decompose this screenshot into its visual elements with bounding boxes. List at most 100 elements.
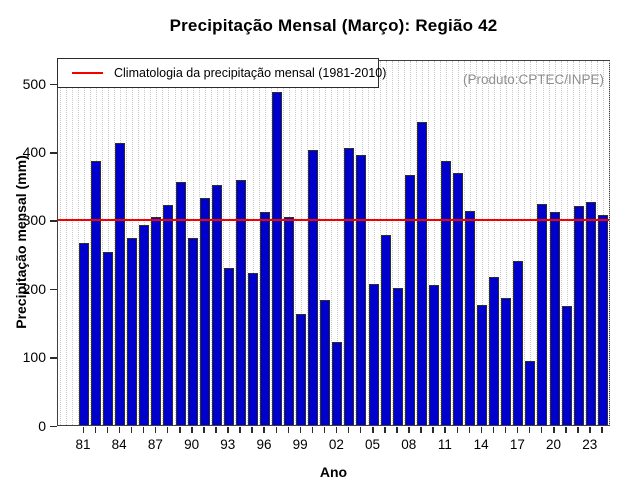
x-tick-mark [444, 427, 446, 433]
vertical-gridline [506, 61, 508, 425]
vertical-gridline [548, 61, 550, 425]
vertical-gridline [488, 61, 490, 425]
vertical-gridline [162, 61, 164, 425]
y-tick-label: 100 [22, 349, 46, 366]
x-tick-mark [275, 427, 278, 433]
bar-2024 [597, 214, 608, 425]
vertical-gridline [530, 61, 532, 425]
x-tick-mark [396, 427, 398, 433]
x-tick-mark [408, 427, 410, 433]
bar-1992 [211, 185, 222, 425]
x-tick-mark [203, 427, 205, 433]
vertical-gridline [397, 61, 399, 425]
vertical-gridline [331, 61, 333, 425]
x-tick-mark [504, 427, 507, 433]
bar-2002 [332, 342, 343, 425]
bar-1984 [115, 142, 126, 425]
bar-2017 [513, 260, 524, 425]
bar-1998 [284, 216, 295, 425]
bar-1995 [247, 273, 258, 425]
bar-2021 [561, 306, 572, 425]
vertical-gridline [307, 61, 309, 425]
x-tick-label: 84 [111, 437, 127, 452]
x-tick-mark [166, 427, 169, 433]
vertical-gridline [415, 61, 417, 425]
bar-1983 [103, 252, 114, 425]
x-tick-label: 87 [147, 437, 163, 452]
legend-box: Climatologia da precipitação mensal (198… [57, 58, 386, 88]
bar-2023 [585, 202, 596, 425]
x-tick-mark [468, 427, 471, 433]
vertical-gridline [367, 61, 369, 425]
vertical-gridline [608, 61, 610, 425]
x-tick-label: 96 [256, 437, 272, 452]
bar-1994 [235, 180, 246, 425]
y-tick-label: 200 [22, 280, 46, 297]
vertical-gridline [433, 61, 435, 425]
vertical-gridline [150, 61, 152, 425]
vertical-gridline [234, 61, 236, 425]
x-tick-label: 20 [546, 437, 562, 452]
vertical-gridline [319, 61, 321, 425]
legend-line-swatch [72, 71, 103, 75]
x-tick-mark [142, 427, 145, 433]
x-tick-mark [335, 427, 338, 433]
x-tick-mark [311, 427, 314, 433]
y-tick-label: 500 [22, 75, 46, 92]
vertical-gridline [271, 61, 273, 425]
bar-2004 [356, 155, 367, 425]
vertical-gridline [427, 61, 429, 425]
vertical-gridline [452, 61, 453, 425]
x-tick-mark [516, 427, 519, 433]
vertical-gridline [482, 61, 484, 425]
chart-title: Precipitação Mensal (Março): Região 42 [169, 16, 498, 35]
vertical-gridline [524, 61, 526, 425]
x-tick-mark [82, 427, 84, 433]
vertical-gridline [439, 61, 441, 425]
bar-1987 [151, 217, 162, 425]
vertical-gridline [596, 61, 598, 425]
x-tick-label: 02 [328, 437, 344, 452]
x-tick-mark [179, 427, 181, 433]
x-axis-title: Ano [319, 464, 348, 480]
y-tick-mark [50, 83, 57, 86]
bar-2016 [501, 297, 512, 425]
x-tick-mark [540, 427, 543, 433]
bar-2008 [404, 174, 415, 425]
y-tick-mark [50, 288, 57, 291]
vertical-gridline [512, 61, 514, 425]
vertical-gridline [301, 61, 303, 425]
bar-2019 [537, 203, 548, 425]
vertical-gridline [355, 61, 357, 425]
vertical-gridline [126, 61, 128, 425]
x-tick-mark [118, 427, 121, 433]
climatology-line [58, 218, 609, 221]
bar-2005 [368, 283, 379, 425]
bar-1991 [199, 198, 210, 425]
x-tick-mark [94, 427, 97, 433]
y-tick-mark [50, 220, 57, 222]
x-tick-mark [577, 427, 579, 433]
vertical-gridline [258, 61, 260, 425]
vertical-gridline [584, 61, 586, 425]
vertical-gridline [566, 61, 568, 425]
vertical-gridline [210, 61, 212, 425]
bar-2003 [344, 147, 355, 425]
x-tick-mark [154, 427, 157, 433]
watermark-text: (Produto:CPTEC/INPE) [462, 72, 604, 87]
x-tick-mark [191, 427, 193, 433]
bar-1993 [223, 267, 234, 425]
vertical-gridline [65, 61, 67, 425]
bar-1996 [259, 212, 270, 425]
vertical-gridline [228, 61, 230, 425]
vertical-gridline [373, 61, 375, 425]
vertical-gridline [379, 61, 381, 425]
bar-1989 [175, 182, 186, 425]
bar-2010 [428, 284, 439, 425]
bar-1990 [187, 238, 198, 425]
x-tick-mark [227, 427, 229, 433]
y-tick-mark [50, 357, 57, 359]
vertical-gridline [138, 61, 140, 425]
y-tick-label: 0 [38, 417, 46, 434]
x-tick-mark [528, 427, 531, 433]
